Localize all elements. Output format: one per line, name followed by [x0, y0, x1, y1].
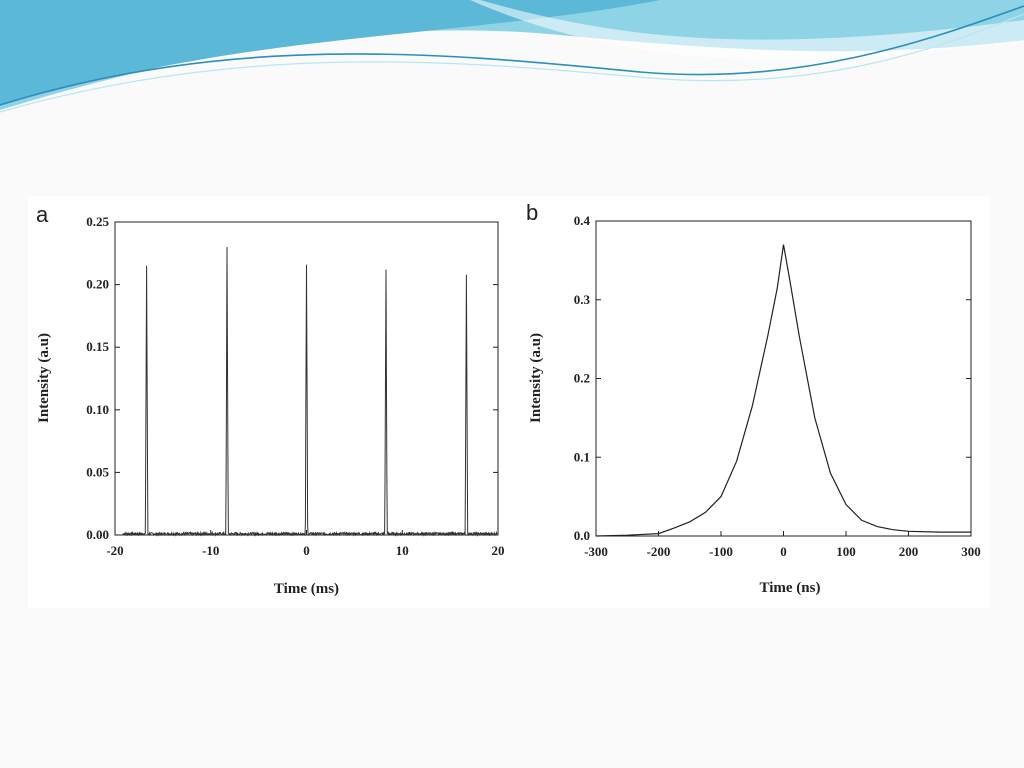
chart-a-x-axis-label: Time (ms)	[274, 581, 339, 597]
chart-a-y-tick-label: 0.05	[86, 464, 109, 479]
chart-a-x-tick-label: 10	[396, 543, 409, 558]
chart-b-x-tick-label: 200	[899, 544, 919, 559]
chart-a: a 0.00 0.05 0.10 0.15 0.20 0.25 -20 -10 0 10 20 T…	[36, 202, 505, 597]
chart-a-panel-letter: a	[36, 202, 49, 227]
chart-b-x-tick-label: 300	[961, 544, 981, 559]
chart-a-x-tick-label: 20	[492, 543, 505, 558]
chart-a-y-tick-label: 0.00	[86, 527, 109, 542]
chart-b-y-tick-label: 0.2	[574, 371, 590, 386]
chart-a-y-tick-label: 0.15	[86, 339, 109, 354]
chart-b-x-axis: -300 -200 -100 0 100 200 300	[584, 531, 981, 559]
chart-b-x-tick-label: 100	[836, 544, 856, 559]
chart-b-series-line	[595, 244, 971, 537]
wave-line-2	[0, 13, 1024, 113]
chart-a-y-tick-label: 0.25	[86, 214, 109, 229]
chart-b-x-tick-label: -100	[709, 544, 733, 559]
chart-b-y-tick-label: 0.0	[574, 528, 590, 543]
chart-b-panel-letter: b	[526, 200, 538, 225]
chart-a-x-tick-label: 0	[303, 543, 310, 558]
chart-a-y-tick-label: 0.20	[86, 277, 109, 292]
chart-a-y-tick-label: 0.10	[86, 402, 109, 417]
chart-b-y-axis: 0.0 0.1 0.2 0.3 0.4	[574, 213, 971, 543]
chart-a-x-tick-label: -20	[106, 543, 123, 558]
chart-b-x-tick-label: 0	[780, 544, 787, 559]
chart-b-plot-frame	[595, 220, 972, 537]
chart-b-y-tick-label: 0.4	[574, 213, 591, 228]
chart-a-y-axis-label: Intensity (a.u)	[36, 333, 52, 423]
chart-b-x-tick-label: -300	[584, 544, 608, 559]
wave-highlight	[470, 0, 1024, 60]
wave-line-1	[0, 5, 1024, 106]
chart-b-y-tick-label: 0.1	[574, 449, 590, 464]
figure-svg: a 0.000.050.100.150.200.25 -20 -10 0 10 20 T…	[36, 200, 981, 597]
chart-b-x-tick-label: -200	[647, 544, 671, 559]
chart-a-series-line	[122, 246, 498, 537]
chart-b-y-tick-label: 0.3	[574, 292, 591, 307]
wave-band-front	[0, 0, 660, 105]
chart-a-x-tick-label: -10	[202, 543, 219, 558]
figure: a 0.00 0.05 0.10 0.15 0.20 0.25 -20 -10 0 10 20 T…	[28, 196, 990, 608]
chart-b-x-axis-label: Time (ns)	[760, 580, 821, 596]
chart-a-x-axis: -20 -10 0 10 20	[106, 530, 505, 558]
slide-header-wave	[0, 0, 1024, 113]
chart-b-y-axis-label: Intensity (a.u)	[528, 333, 544, 423]
chart-b: b 0.0 0.1 0.2 0.3 0.4 -300 -200 -100 0 100 200 300…	[526, 200, 981, 596]
chart-a-y-axis: 0.00 0.05 0.10 0.15 0.20 0.25	[86, 214, 498, 542]
